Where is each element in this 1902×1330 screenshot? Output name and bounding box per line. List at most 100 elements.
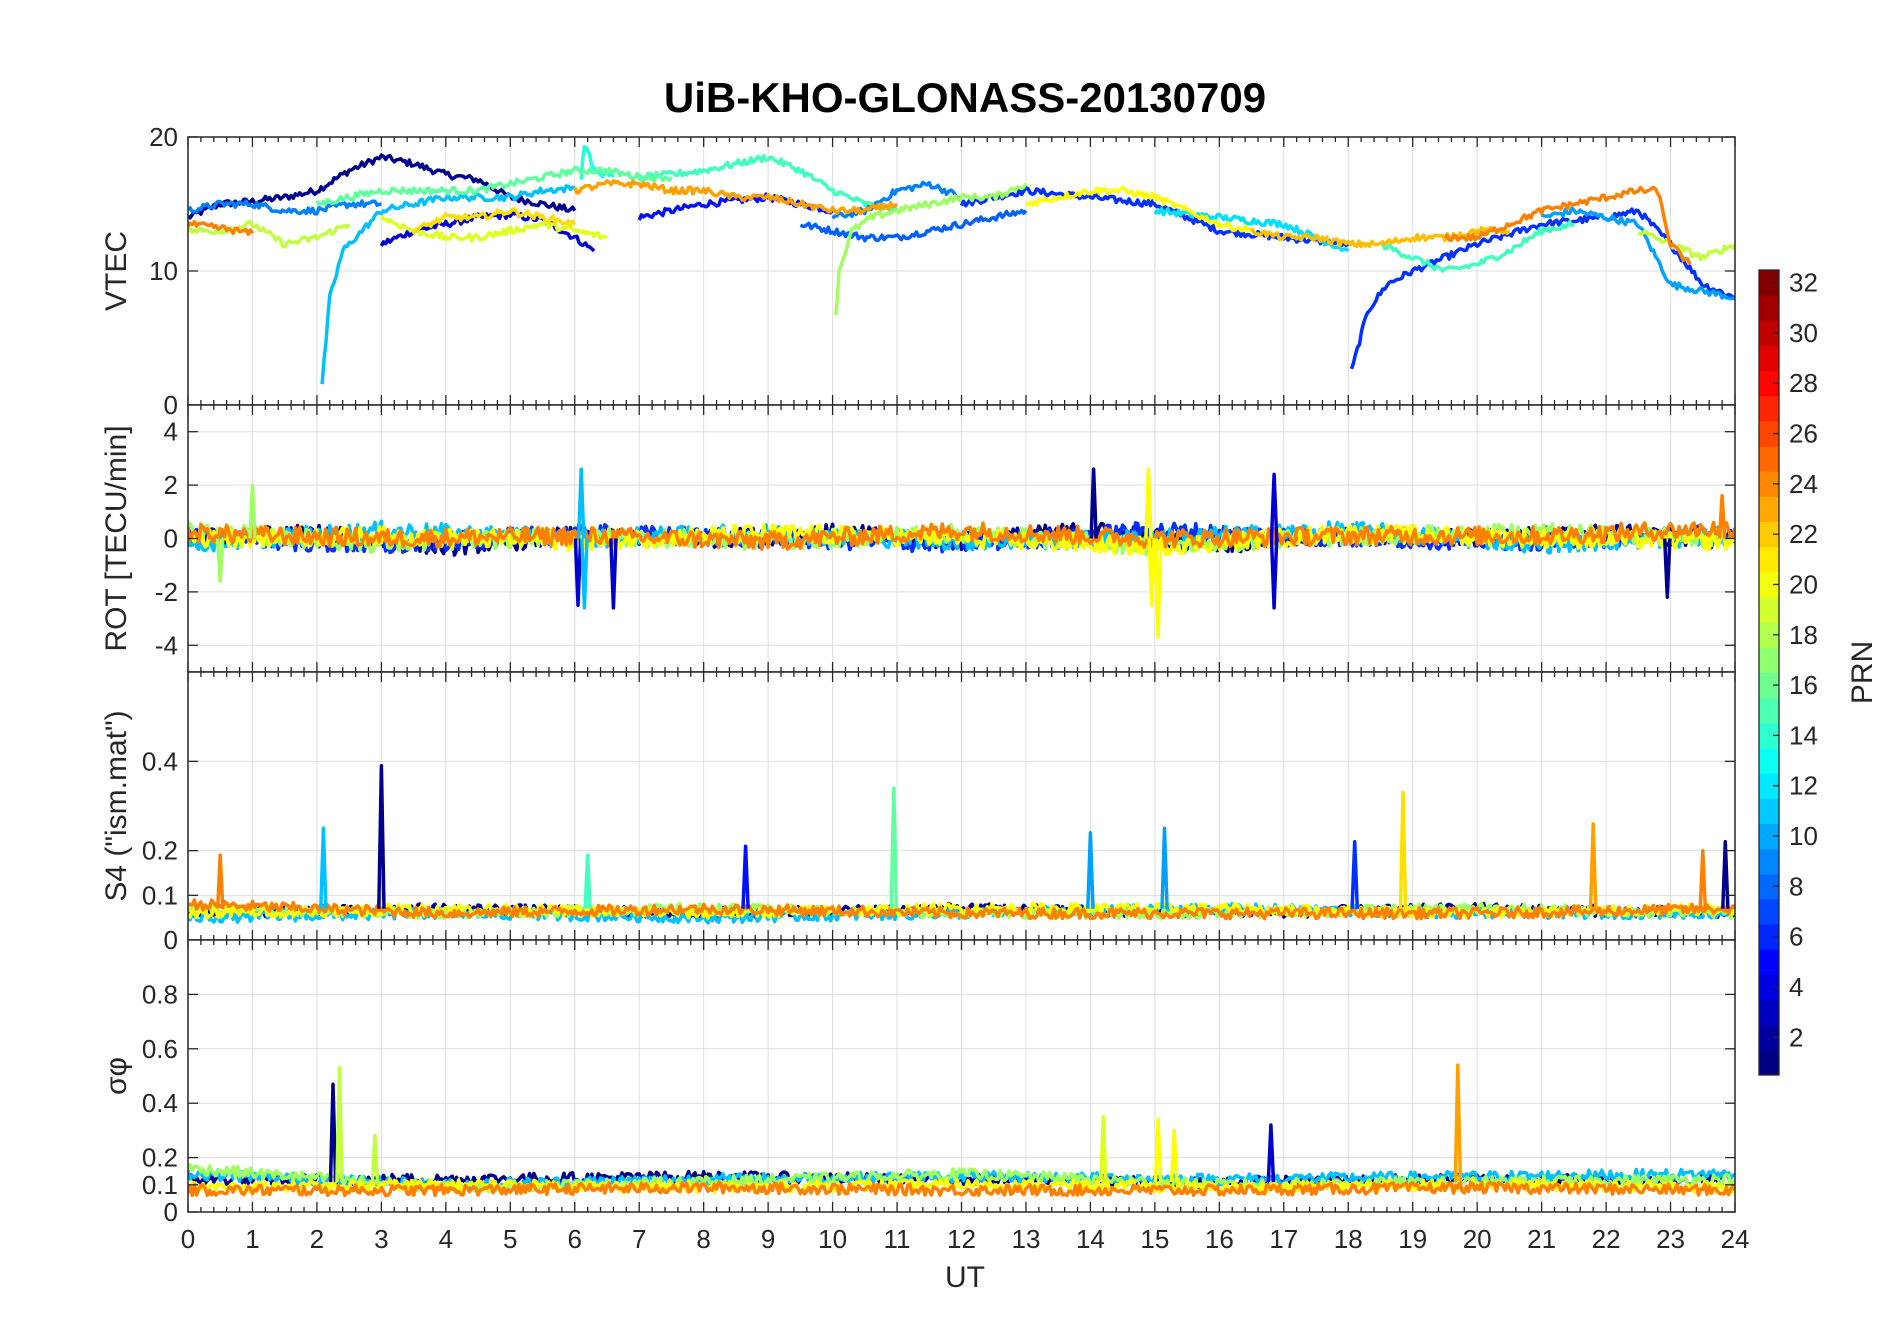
trace-prn-24 [188, 1180, 1735, 1198]
colorbar-segment [1759, 370, 1779, 397]
traces [188, 144, 1735, 385]
colorbar-segment [1759, 1024, 1779, 1051]
spike [1721, 839, 1730, 909]
spike [1588, 822, 1598, 909]
x-axis-label: UT [945, 1261, 985, 1294]
panel-1: 0 10 20 VTEC [100, 122, 1736, 420]
colorbar-tick-label: 28 [1789, 368, 1818, 398]
x-tick-label: 15 [1140, 1224, 1169, 1254]
colorbar-tick-label: 16 [1789, 670, 1818, 700]
colorbar-segment [1759, 697, 1779, 724]
spike [1453, 1063, 1463, 1183]
x-tick-label: 2 [310, 1224, 324, 1254]
x-tick-label: 7 [632, 1224, 646, 1254]
spike [1153, 538, 1163, 640]
trace-prn-23 [573, 179, 899, 216]
spike [377, 764, 386, 909]
y-tick-label: 0 [164, 1197, 178, 1227]
spike [1169, 1128, 1179, 1183]
y-tick-label: 0 [164, 524, 178, 554]
x-tick-label: 16 [1205, 1224, 1234, 1254]
colorbar-segment [1759, 924, 1779, 950]
trace-prn-19 [379, 214, 608, 243]
spike [1269, 538, 1279, 610]
spike [1086, 831, 1095, 909]
spike [1089, 467, 1098, 539]
y-tick-label: 0.2 [142, 836, 178, 866]
x-tick-label: 12 [947, 1224, 976, 1254]
spike [1098, 1115, 1108, 1183]
colorbar-segment [1759, 974, 1779, 1001]
colorbar-tick-label: 14 [1789, 720, 1818, 750]
spike [215, 853, 225, 909]
colorbar-segment [1759, 420, 1779, 447]
x-ticks [187, 137, 1736, 405]
spike [580, 538, 589, 610]
colorbar-tick-label: 18 [1789, 620, 1818, 650]
spike [1269, 472, 1279, 539]
traces [188, 764, 1735, 925]
spike [1350, 839, 1360, 909]
colorbar-tick-label: 4 [1789, 972, 1803, 1002]
trace-prn-15 [315, 165, 673, 207]
y-tick-label: -4 [155, 630, 178, 660]
y-axis-label: S4 ("ism.mat") [100, 710, 133, 901]
trace-prn-24 [188, 219, 254, 237]
colorbar-segment [1759, 622, 1779, 648]
spike [1698, 848, 1708, 909]
y-tick-label: 0.1 [142, 1170, 178, 1200]
colorbar-segment [1759, 773, 1779, 799]
x-ticks [187, 405, 1736, 672]
colorbar-segment [1759, 647, 1779, 673]
x-tick-label: 5 [503, 1224, 517, 1254]
spike [1398, 790, 1408, 909]
spike [1144, 467, 1153, 539]
spike [248, 483, 257, 539]
x-tick-label: 10 [818, 1224, 847, 1254]
trace-prn-24 [188, 520, 1735, 551]
x-tick-label: 13 [1011, 1224, 1040, 1254]
traces [188, 467, 1735, 640]
x-tick-label: 21 [1527, 1224, 1556, 1254]
colorbar-segment [1759, 823, 1779, 850]
colorbar-tick-label: 30 [1789, 318, 1818, 348]
trace-prn-18 [1637, 229, 1735, 262]
x-tick-label: 11 [884, 1224, 911, 1254]
trace-prn-21 [412, 207, 577, 235]
spike [1153, 1117, 1163, 1183]
trace-prn-8 [188, 199, 382, 216]
x-tick-label: 23 [1656, 1224, 1685, 1254]
colorbar-segment [1759, 1049, 1779, 1076]
x-tick-label: 8 [696, 1224, 710, 1254]
colorbar-tick-label: 26 [1789, 419, 1818, 449]
colorbar-label: PRN [1846, 641, 1879, 704]
spike [328, 1082, 338, 1183]
colorbar-segment [1759, 546, 1779, 573]
spike [319, 826, 328, 909]
x-tick-label: 24 [1721, 1224, 1750, 1254]
colorbar-segment [1759, 597, 1779, 623]
colorbar-tick-label: 6 [1789, 922, 1803, 952]
spike [741, 844, 750, 909]
colorbar-segment [1759, 571, 1779, 598]
colorbar-tick-label: 10 [1789, 821, 1818, 851]
y-tick-label: -2 [155, 577, 178, 607]
spike [1147, 538, 1156, 608]
colorbar-segment [1759, 672, 1779, 699]
spike [583, 853, 592, 909]
colorbar-segment [1759, 496, 1779, 523]
colorbar-segment [1759, 320, 1779, 346]
y-tick-label: 4 [164, 417, 178, 447]
colorbar-segment [1759, 345, 1779, 372]
colorbar-segment [1759, 798, 1779, 824]
y-tick-label: 0.4 [142, 746, 178, 776]
trace-prn-24 [1443, 185, 1692, 265]
y-tick-label: 0.8 [142, 979, 178, 1009]
spike [215, 538, 225, 583]
spike [370, 1134, 380, 1183]
spike [1717, 494, 1727, 539]
